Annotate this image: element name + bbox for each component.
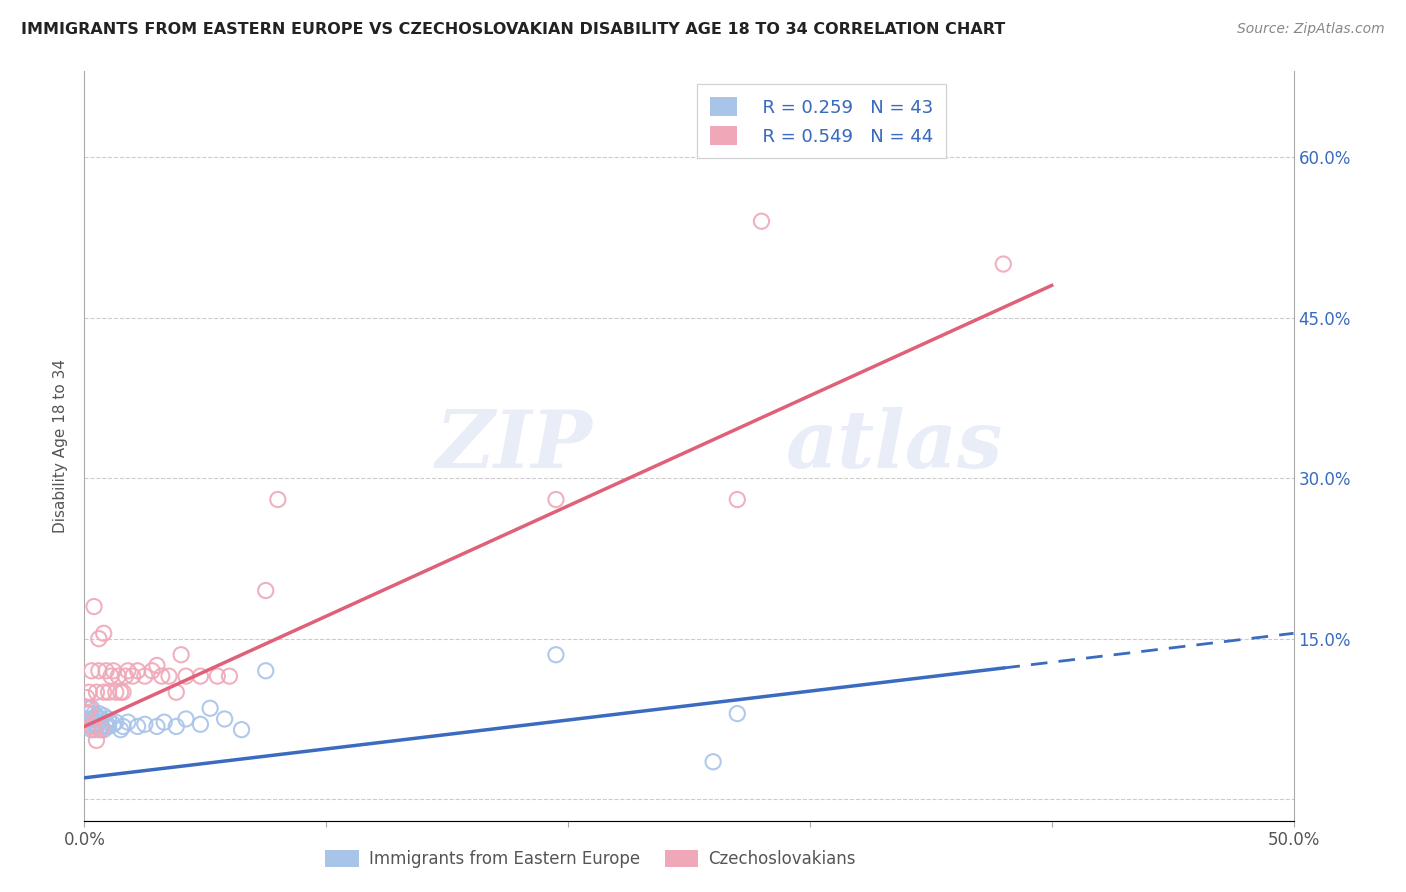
Point — [112, 685, 135, 699]
Point — [77, 685, 100, 699]
Point — [97, 712, 120, 726]
Point — [544, 492, 567, 507]
Point — [83, 723, 105, 737]
Point — [153, 715, 176, 730]
Point — [87, 715, 110, 730]
Point — [76, 701, 98, 715]
Point — [725, 706, 748, 721]
Point — [214, 712, 236, 726]
Point — [86, 717, 108, 731]
Point — [165, 719, 187, 733]
Point — [77, 701, 100, 715]
Point — [725, 492, 748, 507]
Point — [198, 701, 221, 715]
Point — [141, 664, 163, 678]
Point — [165, 685, 187, 699]
Point — [90, 723, 112, 737]
Point — [87, 632, 110, 646]
Point — [93, 626, 115, 640]
Point — [86, 685, 108, 699]
Point — [86, 733, 108, 747]
Point — [80, 712, 103, 726]
Text: ZIP: ZIP — [436, 408, 592, 484]
Point — [104, 685, 127, 699]
Point — [544, 648, 567, 662]
Point — [76, 706, 98, 721]
Point — [83, 712, 105, 726]
Point — [94, 664, 117, 678]
Point — [110, 723, 132, 737]
Point — [127, 664, 149, 678]
Point — [150, 669, 173, 683]
Point — [110, 685, 132, 699]
Point — [83, 599, 105, 614]
Point — [94, 715, 117, 730]
Point — [93, 723, 115, 737]
Point — [93, 708, 115, 723]
Point — [218, 669, 240, 683]
Point — [174, 669, 197, 683]
Point — [80, 719, 103, 733]
Point — [94, 719, 117, 733]
Point — [207, 669, 229, 683]
Point — [112, 719, 135, 733]
Point — [87, 723, 110, 737]
Point — [83, 717, 105, 731]
Legend: Immigrants from Eastern Europe, Czechoslovakians: Immigrants from Eastern Europe, Czechosl… — [319, 843, 862, 875]
Point — [103, 664, 125, 678]
Point — [80, 723, 103, 737]
Point — [104, 715, 127, 730]
Point — [267, 492, 290, 507]
Point — [127, 719, 149, 733]
Point — [190, 717, 212, 731]
Point — [146, 719, 169, 733]
Point — [117, 715, 139, 730]
Point — [121, 669, 143, 683]
Point — [146, 658, 169, 673]
Point — [87, 664, 110, 678]
Y-axis label: Disability Age 18 to 34: Disability Age 18 to 34 — [53, 359, 69, 533]
Point — [170, 648, 193, 662]
Point — [76, 712, 98, 726]
Point — [87, 706, 110, 721]
Point — [100, 669, 122, 683]
Point — [114, 669, 136, 683]
Point — [76, 690, 98, 705]
Point — [702, 755, 724, 769]
Point — [80, 664, 103, 678]
Point — [174, 712, 197, 726]
Legend:   R = 0.259   N = 43,   R = 0.549   N = 44: R = 0.259 N = 43, R = 0.549 N = 44 — [697, 84, 946, 158]
Point — [80, 701, 103, 715]
Point — [83, 706, 105, 721]
Point — [97, 685, 120, 699]
Point — [107, 669, 129, 683]
Point — [86, 708, 108, 723]
Point — [90, 719, 112, 733]
Point — [254, 664, 277, 678]
Text: Source: ZipAtlas.com: Source: ZipAtlas.com — [1237, 22, 1385, 37]
Point — [103, 717, 125, 731]
Point — [134, 669, 156, 683]
Point — [751, 214, 773, 228]
Point — [231, 723, 253, 737]
Point — [86, 719, 108, 733]
Text: IMMIGRANTS FROM EASTERN EUROPE VS CZECHOSLOVAKIAN DISABILITY AGE 18 TO 34 CORREL: IMMIGRANTS FROM EASTERN EUROPE VS CZECHO… — [21, 22, 1005, 37]
Point — [97, 719, 120, 733]
Point — [90, 712, 112, 726]
Point — [77, 717, 100, 731]
Point — [134, 717, 156, 731]
Point — [77, 706, 100, 721]
Point — [93, 685, 115, 699]
Point — [190, 669, 212, 683]
Point — [157, 669, 180, 683]
Point — [993, 257, 1015, 271]
Point — [254, 583, 277, 598]
Text: atlas: atlas — [786, 408, 1002, 484]
Point — [117, 664, 139, 678]
